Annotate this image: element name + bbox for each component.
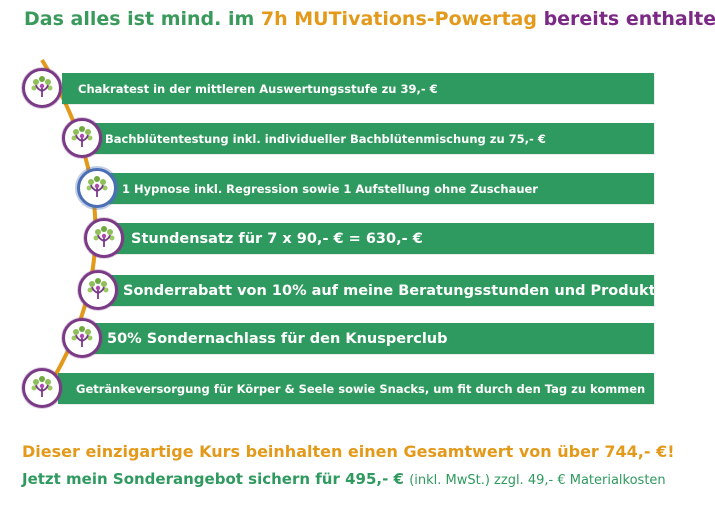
- list-item-label: Sonderrabatt von 10% auf meine Beratungs…: [123, 282, 654, 299]
- tree-badge: [78, 270, 118, 310]
- list-item-label: Getränkeversorgung für Körper & Seele so…: [76, 381, 646, 396]
- tree-badge: [62, 118, 102, 158]
- list-item-label: Bachblütentestung inkl. individueller Ba…: [105, 131, 546, 146]
- tree-badge: [77, 168, 117, 208]
- headline-part-4: bereits enthalten:: [543, 8, 715, 30]
- list-item-label: Chakratest in der mittleren Auswertungss…: [78, 81, 438, 96]
- list-item: Bachblütentestung inkl. individueller Ba…: [85, 123, 654, 154]
- tree-badge: [84, 218, 124, 258]
- total-value-text: Dieser einzigartige Kurs beinhalten eine…: [22, 442, 675, 461]
- list-item: Sonderrabatt von 10% auf meine Beratungs…: [100, 275, 654, 306]
- offer-main: Jetzt mein Sonderangebot sichern für 495…: [22, 470, 410, 488]
- tree-of-life-icon: [87, 278, 109, 299]
- headline-part-1: Das alles ist mind. im: [24, 8, 261, 30]
- list-item-label: 50% Sondernachlass für den Knusperclub: [107, 330, 448, 347]
- offer-details: (inkl. MwSt.) zzgl. 49,- € Materialkoste…: [409, 473, 666, 488]
- offer-text: Jetzt mein Sonderangebot sichern für 495…: [22, 470, 666, 488]
- list-item: Chakratest in der mittleren Auswertungss…: [62, 73, 654, 104]
- tree-of-life-icon: [71, 326, 93, 347]
- headline-part-2: 7h: [260, 8, 295, 30]
- tree-badge: [62, 318, 102, 358]
- list-item-label: Stundensatz für 7 x 90,- € = 630,- €: [131, 230, 423, 247]
- tree-badge: [22, 68, 62, 108]
- headline: Das alles ist mind. im 7h MUTivations-Po…: [24, 8, 715, 30]
- list-item-label: 1 Hypnose inkl. Regression sowie 1 Aufst…: [122, 181, 538, 196]
- list-item: 1 Hypnose inkl. Regression sowie 1 Aufst…: [100, 173, 654, 204]
- tree-of-life-icon: [31, 376, 53, 397]
- tree-badge: [22, 368, 62, 408]
- tree-of-life-icon: [31, 76, 53, 97]
- tree-of-life-icon: [93, 226, 115, 247]
- list-item: Getränkeversorgung für Körper & Seele so…: [58, 373, 654, 404]
- tree-of-life-icon: [71, 126, 93, 147]
- list-item: 50% Sondernachlass für den Knusperclub: [85, 323, 654, 354]
- list-item: Stundensatz für 7 x 90,- € = 630,- €: [106, 223, 654, 254]
- tree-of-life-icon: [86, 176, 108, 197]
- headline-part-3: MUTivations-Powertag: [294, 8, 537, 30]
